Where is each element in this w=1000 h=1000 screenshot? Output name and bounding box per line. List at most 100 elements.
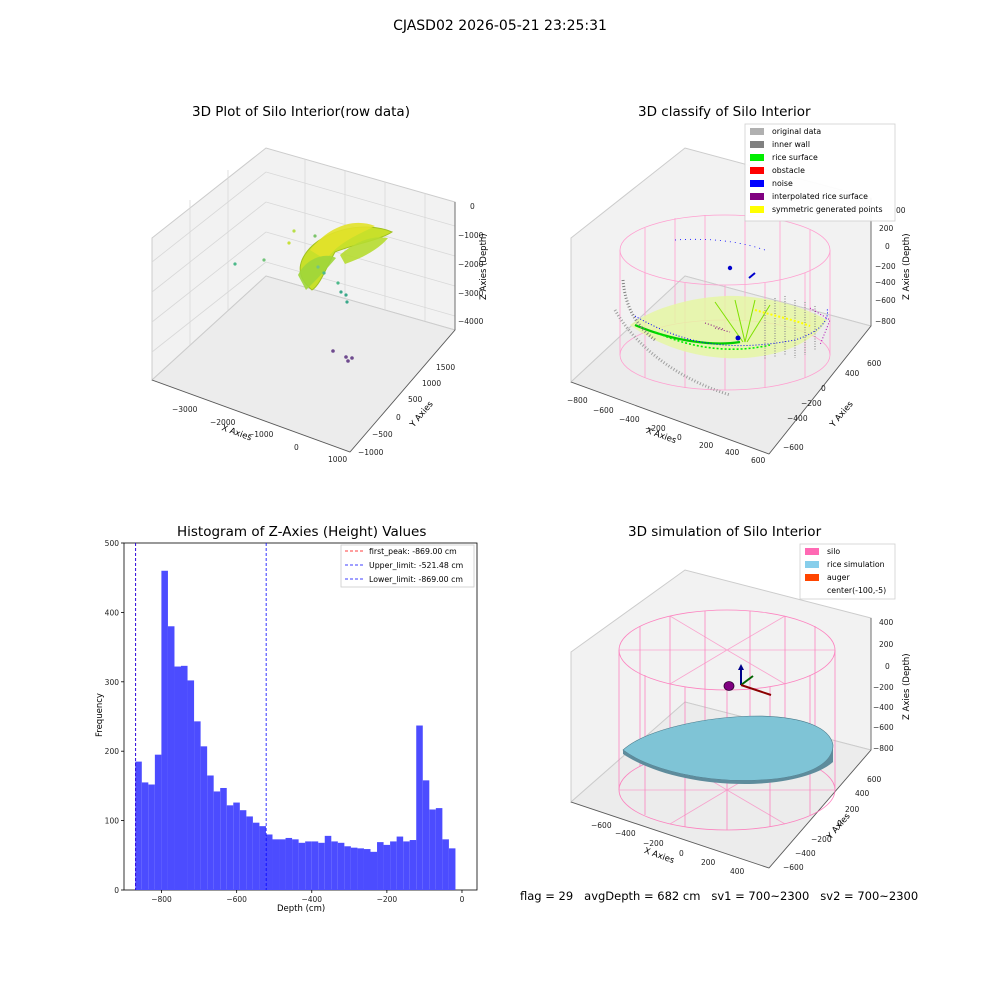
simulation-ztick: −200: [873, 683, 894, 692]
simulation-ytick: −400: [795, 849, 816, 858]
classify-ztick: 200: [879, 224, 894, 233]
classify-legend-entry: symmetric generated points: [772, 205, 883, 214]
classify-ytick: −200: [801, 399, 822, 408]
simulation-ztick: 200: [879, 640, 894, 649]
histogram-bar: [167, 626, 175, 890]
classify-ytick: 600: [867, 359, 882, 368]
histogram-bar: [187, 680, 195, 890]
classify-xtick: −400: [619, 415, 640, 424]
histogram-bar: [429, 809, 436, 890]
simulation-auger: [723, 664, 772, 696]
classify-legend-entry: rice surface: [772, 153, 818, 162]
histogram-bar: [239, 810, 247, 890]
figure-suptitle: CJASD02 2026-05-21 23:25:31: [393, 18, 607, 34]
raw-ytick: 1000: [422, 379, 441, 388]
classify-ytick: 400: [845, 369, 860, 378]
histogram-xtick-label: −400: [301, 895, 322, 904]
raw-xtick: 0: [294, 443, 299, 452]
histogram-bar: [207, 775, 214, 890]
raw-plot-title: 3D Plot of Silo Interior(row data): [192, 104, 410, 120]
classify-ytick: −600: [783, 443, 804, 452]
histogram-bar: [233, 802, 240, 890]
simulation-legend-entry: center(-100,-5): [827, 586, 886, 595]
histogram-title: Histogram of Z-Axies (Height) Values: [177, 524, 427, 540]
raw-xtick: −1000: [248, 430, 274, 439]
histogram-bar: [442, 839, 449, 890]
classify-zlabel: Z Axies (Depth): [902, 233, 912, 300]
classify-legend-entry: noise: [772, 179, 793, 188]
histogram-bar: [422, 780, 430, 890]
classify-ztick: 0: [885, 242, 890, 251]
histogram-bar: [194, 721, 201, 890]
simulation-legend: silo rice simulation auger center(-100,-…: [799, 543, 896, 600]
simulation-3d-plot: silo rice simulation auger center(-100,-…: [570, 543, 912, 876]
classify-xtick: 200: [699, 441, 714, 450]
classify-legend-entry: inner wall: [772, 140, 810, 149]
histogram-bar: [331, 841, 338, 890]
sv2-readout: sv2 = 700~2300: [820, 889, 919, 903]
histogram-xtick-label: −800: [151, 895, 172, 904]
status-footer: flag = 29 avgDepth = 682 cm sv1 = 700~23…: [520, 889, 918, 903]
simulation-xtick: −200: [643, 839, 664, 848]
simulation-zlabel: Z Axies (Depth): [902, 653, 912, 720]
histogram-bar: [226, 805, 234, 890]
histogram-bar: [350, 847, 358, 890]
histogram-ytick-label: 200: [105, 747, 120, 756]
histogram-bar: [403, 841, 410, 890]
histogram-bar: [265, 834, 273, 890]
classify-xtick: 400: [725, 448, 740, 457]
classify-ytick: 0: [821, 384, 826, 393]
raw-3d-plot: −3000 −2000 −1000 0 1000 −1000 −500 0 50…: [151, 147, 489, 464]
classify-ytick: −400: [787, 414, 808, 423]
histogram-bar: [148, 784, 155, 890]
histogram-bar: [435, 808, 443, 890]
histogram-xtick-label: −600: [226, 895, 247, 904]
simulation-xlabel: X Axies: [643, 846, 676, 866]
classify-xtick: −600: [593, 406, 614, 415]
histogram-bar: [357, 848, 364, 890]
histogram-bar: [363, 849, 371, 890]
simulation-legend-entry: rice simulation: [827, 560, 885, 569]
simulation-xtick: 400: [730, 867, 745, 876]
histogram-bar: [305, 841, 312, 890]
histogram-bar: [213, 791, 221, 890]
classify-xtick: 0: [677, 433, 682, 442]
histogram-bar: [252, 822, 260, 890]
histogram-bar: [377, 842, 384, 890]
raw-ytick: −500: [372, 430, 393, 439]
histogram-bar: [409, 840, 417, 890]
histogram-ytick-label: 300: [105, 678, 120, 687]
classify-xtick: −800: [567, 396, 588, 405]
sv1-readout: sv1 = 700~2300: [711, 889, 810, 903]
simulation-ztick: −400: [873, 703, 894, 712]
simulation-ytick: −200: [811, 835, 832, 844]
histogram-bar: [259, 826, 266, 890]
raw-ytick: 1500: [436, 363, 455, 372]
histogram-legend-entry: Lower_limit: -869.00 cm: [369, 575, 463, 584]
simulation-legend-entry: auger: [827, 573, 850, 582]
classify-xtick: 600: [751, 456, 766, 465]
histogram-bar: [154, 754, 162, 890]
simulation-xtick: −400: [615, 829, 636, 838]
histogram-bar: [174, 666, 182, 890]
raw-ytick: 500: [408, 395, 423, 404]
classify-xtick: −200: [645, 424, 666, 433]
histogram-bar: [390, 841, 397, 890]
histogram-bar: [220, 787, 227, 890]
simulation-xtick: −600: [591, 821, 612, 830]
avg-depth-readout: avgDepth = 682 cm: [584, 889, 701, 903]
histogram-legend-entry: Upper_limit: -521.48 cm: [369, 561, 463, 570]
raw-ytick: −1000: [358, 448, 384, 457]
classify-points: [613, 238, 831, 397]
simulation-ytick: 600: [867, 775, 882, 784]
raw-zlabel: Z Axies (Depth): [479, 233, 489, 300]
simulation-ztick: 0: [885, 662, 890, 671]
simulation-ztick: 400: [879, 618, 894, 627]
histogram-bar: [279, 839, 286, 890]
histogram-ytick-label: 400: [105, 608, 120, 617]
classify-legend-entry: original data: [772, 127, 821, 136]
classify-3d-plot: original data inner wall rice surface ob…: [567, 123, 912, 465]
simulation-legend-entry: silo: [827, 547, 840, 556]
histogram-bar: [285, 837, 293, 890]
histogram-bar: [344, 846, 351, 890]
